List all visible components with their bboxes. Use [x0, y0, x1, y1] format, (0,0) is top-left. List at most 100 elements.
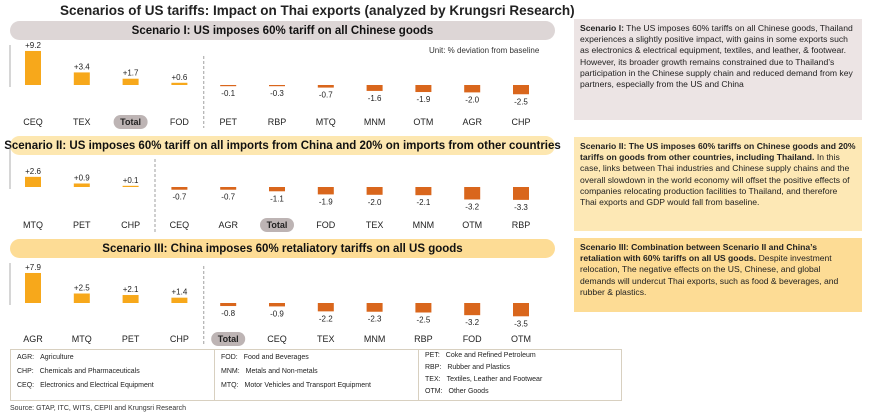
- scenario-3-text: Despite investment relocation, The negat…: [580, 253, 839, 297]
- bar-fod: [317, 187, 334, 195]
- unit-note: Unit: % deviation from baseline: [429, 46, 540, 55]
- legend-item: MNM: Metals and Non-metals: [221, 368, 318, 375]
- bar-mtq: [73, 293, 90, 303]
- category-label-ceq: CEQ: [23, 117, 43, 127]
- value-label-mtq: +2.5: [74, 284, 90, 293]
- legend-column-2: FOD: Food and Beverages MNM: Metals and No…: [215, 350, 419, 400]
- scenario-3-svg: +7.9 AGR +2.5 MTQ +2.1 PET +1.4 CHP -0.8 Total -0.…: [9, 263, 531, 346]
- bar-pet: [73, 183, 90, 187]
- category-label-rbp: RBP: [414, 334, 433, 344]
- bar-fod: [171, 82, 188, 85]
- bar-chp: [171, 297, 188, 303]
- bar-tex: [73, 72, 90, 85]
- value-label-ceq: -0.9: [270, 309, 284, 318]
- total-badge: [113, 115, 148, 129]
- legend-item: CHP: Chemicals and Pharmaceuticals: [17, 368, 140, 375]
- value-label-agr: +7.9: [25, 263, 41, 272]
- value-label-mtq: +2.6: [25, 167, 41, 176]
- bar-mnm: [366, 85, 383, 91]
- bar-total: [122, 78, 139, 85]
- bar-otm: [513, 303, 529, 317]
- category-label-tex: TEX: [366, 220, 384, 230]
- bar-total: [269, 187, 285, 192]
- source-note: Source: GTAP, ITC, WITS, CEPII and Krung…: [10, 405, 186, 412]
- bar-ceq: [25, 50, 41, 85]
- page-title: Scenarios of US tariffs: Impact on Thai …: [60, 3, 575, 18]
- category-label-otm: OTM: [413, 117, 433, 127]
- scenario-3-header: Scenario III: China imposes 60% retaliat…: [10, 239, 555, 258]
- scenario-2-svg: +2.6 MTQ +0.9 PET +0.1 CHP -0.7 CEQ -0.7 AGR -1.1 T…: [9, 147, 531, 233]
- scenario-3-description: Scenario III: Combination between Scenar…: [574, 238, 862, 312]
- scenario-1-chart: +9.2 CEQ +3.4 TEX +1.7 Total +0.6 FOD -0.1 PET -0.…: [0, 40, 560, 132]
- scenario-1-header: Scenario I: US imposes 60% tariff on all…: [10, 21, 555, 40]
- total-badge: [211, 332, 246, 346]
- value-label-agr: -0.7: [221, 193, 235, 202]
- scenario-1-lead: Scenario I:: [580, 23, 624, 33]
- bar-ceq: [171, 187, 188, 190]
- category-label-rbp: RBP: [512, 220, 531, 230]
- value-label-pet: +2.1: [123, 285, 139, 294]
- value-label-chp: +1.4: [172, 288, 188, 297]
- bar-rbp: [415, 303, 432, 313]
- category-label-ceq: CEQ: [170, 220, 190, 230]
- scenario-1-text: The US imposes 60% tariffs on all Chines…: [580, 23, 853, 90]
- value-label-ceq: -0.7: [173, 193, 187, 202]
- bar-fod: [464, 303, 481, 316]
- value-label-mnm: -1.6: [368, 94, 382, 103]
- category-label-tex: TEX: [73, 117, 91, 127]
- category-label-fod: FOD: [463, 334, 482, 344]
- category-label-total: Total: [120, 117, 141, 127]
- category-label-pet: PET: [219, 117, 237, 127]
- abbreviation-legend: AGR: Agriculture CHP: Chemicals and Pharma…: [10, 349, 622, 401]
- value-label-pet: -0.1: [221, 89, 235, 98]
- value-label-rbp: -2.5: [417, 316, 431, 325]
- bar-tex: [317, 303, 334, 312]
- category-label-rbp: RBP: [268, 117, 287, 127]
- category-label-chp: CHP: [511, 117, 530, 127]
- value-label-rbp: -0.3: [270, 89, 284, 98]
- scenario-3-chart: +7.9 AGR +2.5 MTQ +2.1 PET +1.4 CHP -0.8 Total -0.…: [0, 258, 560, 348]
- bar-tex: [366, 187, 383, 195]
- category-label-pet: PET: [122, 334, 140, 344]
- category-label-pet: PET: [73, 220, 91, 230]
- category-label-tex: TEX: [317, 334, 335, 344]
- bar-agr: [25, 272, 41, 303]
- category-label-otm: OTM: [511, 334, 531, 344]
- category-label-mtq: MTQ: [72, 334, 92, 344]
- value-label-fod: +0.6: [172, 73, 188, 82]
- scenario-1-svg: +9.2 CEQ +3.4 TEX +1.7 Total +0.6 FOD -0.1 PET -0.…: [9, 41, 531, 129]
- bar-chp: [122, 185, 139, 187]
- legend-item: OTM: Other Goods: [425, 388, 489, 395]
- bar-mtq: [317, 85, 334, 88]
- bar-ceq: [269, 303, 285, 307]
- bar-chp: [513, 85, 529, 95]
- value-label-mnm: -2.3: [368, 315, 382, 324]
- value-label-ceq: +9.2: [25, 41, 41, 50]
- value-label-total: -1.1: [270, 194, 284, 203]
- category-label-agr: AGR: [462, 117, 482, 127]
- total-badge: [260, 218, 294, 232]
- value-label-mtq: -0.7: [319, 91, 333, 100]
- value-label-total: -0.8: [221, 309, 235, 318]
- scenario-2-header: Scenario II: US imposes 60% tariff on al…: [4, 136, 561, 155]
- bar-total: [220, 303, 237, 307]
- category-label-ceq: CEQ: [267, 334, 287, 344]
- legend-column-3: PET: Coke and Refined Petroleum RBP: Rubbe…: [419, 350, 621, 400]
- legend-item: AGR: Agriculture: [17, 354, 74, 361]
- value-label-otm: -3.2: [465, 202, 479, 211]
- value-label-total: +1.7: [123, 69, 139, 78]
- scenario-1-description: Scenario I: The US imposes 60% tariffs o…: [574, 19, 862, 120]
- bar-agr: [464, 85, 481, 93]
- legend-column-1: AGR: Agriculture CHP: Chemicals and Pharma…: [11, 350, 215, 400]
- value-label-agr: -2.0: [465, 95, 479, 104]
- category-label-chp: CHP: [121, 220, 140, 230]
- scenario-2-text: In this case, links between Thai industr…: [580, 152, 850, 208]
- legend-item: TEX: Textiles, Leather and Footwear: [425, 376, 543, 383]
- category-label-mnm: MNM: [364, 117, 386, 127]
- category-label-mnm: MNM: [413, 220, 435, 230]
- scenario-2-chart: +2.6 MTQ +0.9 PET +0.1 CHP -0.7 CEQ -0.7 AGR -1.1 T…: [0, 147, 560, 237]
- legend-item: CEQ: Electronics and Electrical Equipment: [17, 382, 154, 389]
- value-label-tex: -2.2: [319, 314, 333, 323]
- bar-pet: [122, 295, 139, 303]
- category-label-total: Total: [267, 220, 288, 230]
